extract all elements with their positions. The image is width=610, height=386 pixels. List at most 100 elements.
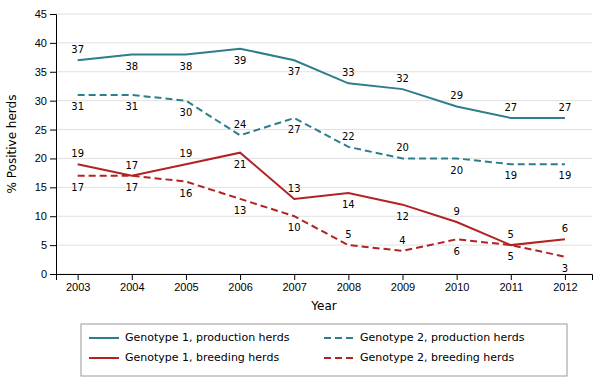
tick-label: 35: [35, 66, 47, 78]
data-label: 19: [504, 170, 517, 181]
plot: 2003200420052006200720082009201020112012…: [5, 8, 593, 313]
y-axis: 051015202530354045: [35, 8, 57, 280]
legend-label: Genotype 1, breeding herds: [125, 351, 279, 364]
data-label: 38: [180, 61, 193, 72]
data-label: 3: [562, 263, 568, 274]
data-label: 10: [288, 222, 301, 233]
tick: 10: [35, 210, 56, 222]
tick-label: 0: [41, 268, 47, 280]
data-label: 21: [234, 159, 247, 170]
tick-label: 2008: [337, 281, 361, 293]
grid-line: [56, 14, 592, 15]
tick-mark: [565, 274, 566, 280]
tick: 2003: [66, 274, 90, 293]
tick-label: 5: [41, 239, 47, 251]
tick: 2011: [499, 274, 523, 293]
x-axis-title: Year: [310, 299, 336, 313]
tick-label: 30: [35, 95, 47, 107]
data-label: 37: [71, 44, 84, 55]
y-axis-title: % Positive herds: [5, 95, 19, 194]
data-label: 13: [234, 205, 247, 216]
grid-line: [56, 42, 592, 43]
series-line: [78, 95, 565, 164]
legend-swatch: [324, 337, 354, 339]
tick-mark: [50, 130, 56, 131]
tick-mark: [78, 274, 79, 280]
data-label: 22: [342, 131, 355, 142]
data-label: 38: [125, 61, 138, 72]
tick: 0: [41, 268, 56, 280]
tick: 15: [35, 181, 56, 193]
chart: 2003200420052006200720082009201020112012…: [0, 0, 610, 386]
tick: 2008: [337, 274, 361, 293]
tick-label: 15: [35, 181, 47, 193]
tick-label: 40: [35, 37, 47, 49]
tick-mark: [348, 274, 349, 280]
tick-label: 2005: [174, 281, 198, 293]
tick-label: 10: [35, 210, 47, 222]
tick-mark: [186, 274, 187, 280]
tick-mark: [50, 187, 56, 188]
tick-label: 2004: [120, 281, 144, 293]
tick-label: 2006: [228, 281, 252, 293]
axis-line: [57, 275, 593, 281]
data-label: 6: [562, 223, 568, 234]
legend-item: Genotype 2, production herds: [324, 331, 525, 344]
series-line: [78, 176, 565, 257]
data-label: 9: [453, 206, 459, 217]
data-label: 20: [396, 142, 409, 153]
data-label: 27: [288, 124, 301, 135]
data-label: 33: [342, 67, 355, 78]
data-label: 31: [125, 101, 138, 112]
tick-label: 45: [35, 8, 47, 20]
legend-label: Genotype 2, breeding herds: [360, 351, 514, 364]
tick-mark: [50, 101, 56, 102]
tick-mark: [50, 216, 56, 217]
tick: 40: [35, 37, 56, 49]
tick: 2010: [445, 274, 469, 293]
data-label: 29: [450, 90, 463, 101]
grid-line: [56, 216, 592, 217]
data-label: 5: [508, 229, 514, 240]
tick: 2004: [120, 274, 144, 293]
tick-label: 2010: [445, 281, 469, 293]
grid-line: [56, 129, 592, 130]
data-label: 37: [288, 66, 301, 77]
legend-swatch: [89, 337, 119, 339]
legend: Genotype 1, production herdsGenotype 2, …: [81, 324, 567, 376]
tick: 2006: [228, 274, 252, 293]
tick-mark: [403, 274, 404, 280]
tick-mark: [50, 72, 56, 73]
tick-label: 2009: [391, 281, 415, 293]
data-labels: 3738383937333229272731313024272220201919…: [71, 44, 571, 274]
data-label: 32: [396, 73, 409, 84]
legend-swatch: [324, 357, 354, 359]
data-label: 31: [71, 101, 84, 112]
tick-mark: [50, 158, 56, 159]
tick-mark: [50, 274, 56, 275]
tick-label: 25: [35, 124, 47, 136]
data-label: 19: [71, 148, 84, 159]
legend-swatch: [89, 357, 119, 359]
tick-mark: [50, 43, 56, 44]
data-label: 20: [450, 165, 463, 176]
tick-mark: [50, 14, 56, 15]
tick: 2005: [174, 274, 198, 293]
series-line: [78, 49, 565, 118]
tick: 35: [35, 66, 56, 78]
lines: [78, 49, 565, 257]
data-label: 27: [504, 102, 517, 113]
grid: [56, 14, 592, 274]
data-label: 39: [234, 55, 247, 66]
legend-label: Genotype 2, production herds: [360, 331, 525, 344]
axis-line: [50, 15, 57, 275]
data-label: 6: [453, 246, 459, 257]
tick-mark: [511, 274, 512, 280]
tick-label: 2007: [282, 281, 306, 293]
data-label: 14: [342, 199, 355, 210]
data-label: 17: [71, 182, 84, 193]
tick: 2009: [391, 274, 415, 293]
tick-mark: [50, 245, 56, 246]
data-label: 5: [508, 251, 514, 262]
tick-mark: [457, 274, 458, 280]
